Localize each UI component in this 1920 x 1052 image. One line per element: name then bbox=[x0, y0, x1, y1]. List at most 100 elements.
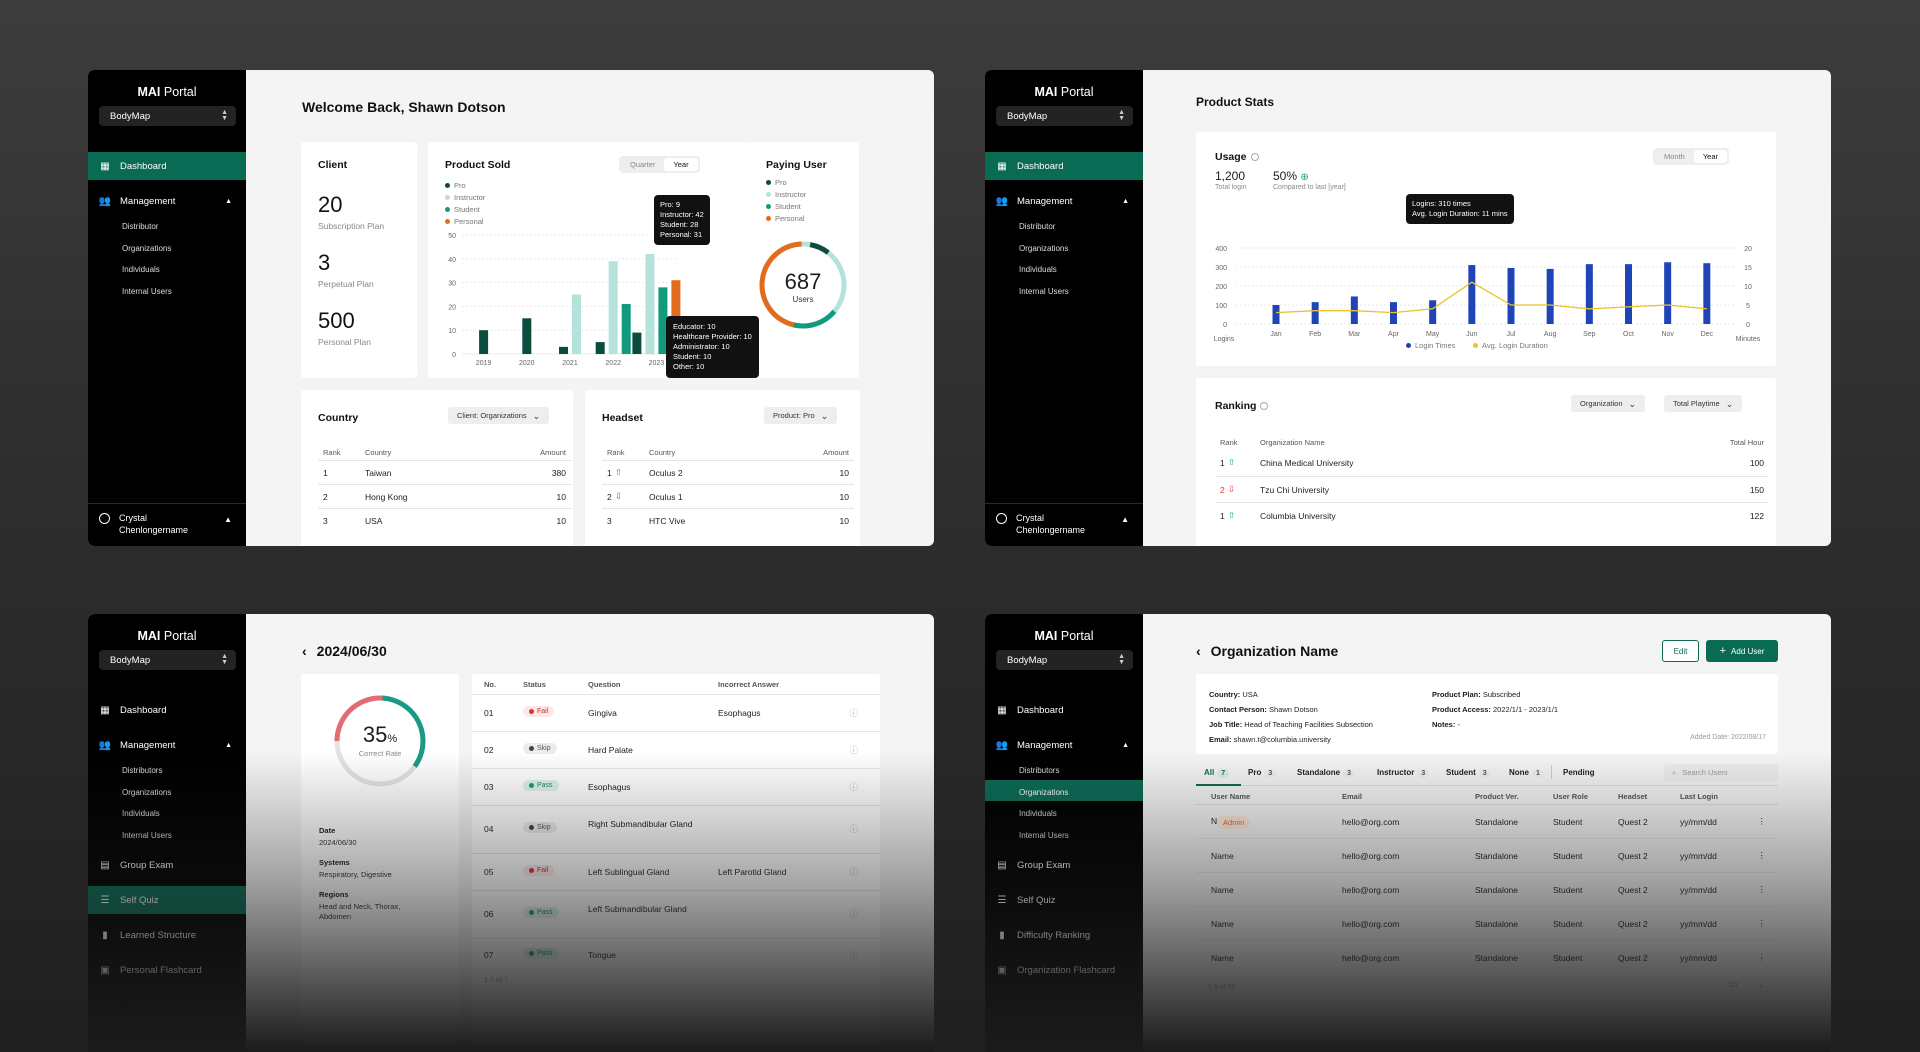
nav-internal-users[interactable]: Internal Users bbox=[122, 287, 172, 296]
table-row[interactable]: Name hello@org.com Standalone Student Quest … bbox=[1196, 872, 1778, 906]
nav-distributor[interactable]: Distributor bbox=[1019, 222, 1056, 231]
nav-individuals[interactable]: Individuals bbox=[1019, 265, 1057, 274]
info-icon[interactable]: ⓘ bbox=[849, 824, 858, 834]
table-row[interactable]: Name hello@org.com Standalone Student Quest … bbox=[1196, 940, 1778, 974]
more-icon[interactable]: ⋮ bbox=[1757, 918, 1767, 928]
table-row[interactable]: 02 Skip Hard Palate ⓘ bbox=[472, 731, 880, 768]
nav-personal-flashcard[interactable]: ▣ Personal Flashcard bbox=[100, 964, 202, 976]
info-icon[interactable]: ⓘ bbox=[849, 909, 858, 919]
info-icon[interactable]: ⓘ bbox=[849, 782, 858, 792]
more-icon[interactable]: ⋮ bbox=[1757, 952, 1767, 962]
nav-dashboard[interactable]: ▦ Dashboard bbox=[100, 704, 167, 716]
nav-dashboard[interactable]: ▦ Dashboard bbox=[997, 704, 1064, 716]
info-icon[interactable] bbox=[1250, 153, 1259, 162]
x-tick-label: 2023 bbox=[649, 360, 665, 367]
table-row[interactable]: NameAdminhello@org.comStandaloneStudentQ… bbox=[1196, 804, 1778, 838]
toggle-year[interactable]: Year bbox=[1693, 150, 1728, 163]
table-row[interactable]: 05 Fail Left Sublingual Gland Left Parotid … bbox=[472, 853, 880, 890]
nav-group-exam[interactable]: ▤ Group Exam bbox=[997, 859, 1071, 871]
organization-dropdown[interactable]: Organization bbox=[1571, 395, 1646, 412]
org-selector[interactable]: BodyMap ▲ ▼ bbox=[996, 106, 1133, 126]
bar-login-times bbox=[1507, 267, 1515, 324]
tab-all[interactable]: All 7 bbox=[1204, 768, 1230, 778]
nav-learned-structure[interactable]: ▮ Learned Structure bbox=[88, 921, 246, 949]
table-row[interactable]: Name hello@org.com Standalone Student Quest … bbox=[1196, 838, 1778, 872]
toggle-quarter[interactable]: Quarter bbox=[630, 160, 656, 169]
toggle-year[interactable]: Year bbox=[664, 158, 698, 171]
nav-individuals[interactable]: Individuals bbox=[1019, 809, 1057, 818]
table-row[interactable]: 03 Pass Esophagus ⓘ bbox=[472, 768, 880, 805]
nav-management[interactable]: 👥 Management ▲ bbox=[98, 739, 232, 751]
back-icon[interactable]: ‹ bbox=[1196, 643, 1201, 659]
back-icon[interactable]: ‹ bbox=[302, 643, 307, 659]
total-playtime-dropdown[interactable]: Total Playtime bbox=[1664, 395, 1743, 412]
table-row[interactable]: 04 Skip Right Submandibular Gland ⓘ bbox=[472, 805, 880, 853]
y-tick-label: 200 bbox=[1215, 284, 1227, 291]
dashboard-panel: MAI Portal BodyMap ▲ ▼ ▦ Dashboard 👥 Managem… bbox=[88, 70, 934, 546]
nav-organizations[interactable]: Organizations bbox=[1019, 244, 1069, 253]
nav-management[interactable]: 👥 Management ▲ bbox=[995, 739, 1129, 751]
page-indicator: 1/1 bbox=[1728, 982, 1738, 989]
add-user-button[interactable]: + Add User bbox=[1706, 640, 1778, 662]
client-filter-dropdown[interactable]: Client: Organizations bbox=[448, 407, 550, 424]
nav-difficulty-ranking[interactable]: ▮ Difficulty Ranking bbox=[985, 921, 1143, 949]
nav-organizations[interactable]: Organizations bbox=[1019, 788, 1069, 797]
nav-distributor[interactable]: Distributor bbox=[122, 222, 159, 231]
table-row[interactable]: 01 Fail Gingiva Esophagus ⓘ bbox=[472, 694, 880, 731]
user-menu[interactable]: Crystal Chenlongername ▲ bbox=[88, 503, 246, 546]
info-icon[interactable]: ⓘ bbox=[849, 745, 858, 755]
nav-organizations[interactable]: Organizations bbox=[122, 244, 172, 253]
search-input[interactable]: ⌕ Search Users bbox=[1664, 764, 1778, 781]
tab-none[interactable]: None 1 bbox=[1509, 768, 1544, 778]
nav-dashboard[interactable]: ▦ Dashboard bbox=[985, 152, 1143, 180]
nav-organization-flashcard[interactable]: ▣ Organization Flashcard bbox=[997, 964, 1116, 976]
nav-group-exam[interactable]: ▤ Group Exam bbox=[100, 859, 174, 871]
tab-pending[interactable]: Pending bbox=[1563, 768, 1595, 777]
info-icon[interactable]: ⓘ bbox=[849, 867, 858, 877]
bar-login-times bbox=[1585, 264, 1593, 324]
nav-distributors[interactable]: Distributors bbox=[122, 766, 163, 775]
nav-management[interactable]: 👥 Management ▲ bbox=[995, 195, 1129, 207]
bar-pro bbox=[632, 332, 642, 354]
product-filter-dropdown[interactable]: Product: Pro bbox=[764, 407, 838, 424]
country-card: Country Client: Organizations RankCountr… bbox=[301, 390, 573, 546]
tab-instructor[interactable]: Instructor 3 bbox=[1377, 768, 1430, 778]
toggle-month[interactable]: Month bbox=[1664, 152, 1685, 161]
info-icon[interactable]: ⓘ bbox=[849, 950, 858, 960]
y-tick-label: 0 bbox=[452, 352, 456, 359]
nav-internal-users[interactable]: Internal Users bbox=[122, 831, 172, 840]
edit-button[interactable]: Edit bbox=[1662, 640, 1699, 662]
tab-pro[interactable]: Pro 3 bbox=[1248, 768, 1277, 778]
organization-panel: MAI Portal BodyMap ▲ ▼ ▦ Dashboard 👥 Managem… bbox=[985, 614, 1831, 1052]
org-selector[interactable]: BodyMap ▲ ▼ bbox=[99, 106, 236, 126]
nav-individuals[interactable]: Individuals bbox=[122, 809, 160, 818]
org-selector[interactable]: BodyMap ▲ ▼ bbox=[99, 650, 236, 670]
nav-management[interactable]: 👥 Management ▲ bbox=[98, 195, 232, 207]
table-row[interactable]: Name hello@org.com Standalone Student Quest … bbox=[1196, 906, 1778, 940]
nav-internal-users[interactable]: Internal Users bbox=[1019, 831, 1069, 840]
period-toggle: Month Year bbox=[1653, 148, 1730, 165]
more-icon[interactable]: ⋮ bbox=[1757, 850, 1767, 860]
nav-self-quiz[interactable]: ☰ Self Quiz bbox=[88, 886, 246, 914]
users-icon: 👥 bbox=[995, 195, 1009, 207]
nav-self-quiz[interactable]: ☰ Self Quiz bbox=[997, 894, 1056, 906]
user-menu[interactable]: Crystal Chenlongername ▲ bbox=[985, 503, 1143, 546]
table-row: 1 Taiwan 380 bbox=[318, 460, 571, 484]
tab-student[interactable]: Student 3 bbox=[1446, 768, 1491, 778]
nav-individuals[interactable]: Individuals bbox=[122, 265, 160, 274]
tab-standalone[interactable]: Standalone 3 bbox=[1297, 768, 1356, 778]
flashcard-icon: ▣ bbox=[997, 964, 1007, 976]
org-selector[interactable]: BodyMap ▲ ▼ bbox=[996, 650, 1133, 670]
x-tick-label: 2019 bbox=[476, 360, 492, 367]
info-icon[interactable] bbox=[1260, 402, 1269, 411]
more-icon[interactable]: ⋮ bbox=[1757, 884, 1767, 894]
nav-dashboard[interactable]: ▦ Dashboard bbox=[88, 152, 246, 180]
nav-distributors[interactable]: Distributors bbox=[1019, 766, 1060, 775]
table-row[interactable]: 07 Pass Tongue ⓘ bbox=[472, 938, 880, 968]
next-page-icon[interactable]: › bbox=[1759, 981, 1762, 991]
nav-organizations[interactable]: Organizations bbox=[122, 788, 172, 797]
more-icon[interactable]: ⋮ bbox=[1757, 816, 1767, 826]
table-row[interactable]: 06 Pass Left Submandibular Gland ⓘ bbox=[472, 890, 880, 938]
nav-internal-users[interactable]: Internal Users bbox=[1019, 287, 1069, 296]
info-icon[interactable]: ⓘ bbox=[849, 708, 858, 718]
